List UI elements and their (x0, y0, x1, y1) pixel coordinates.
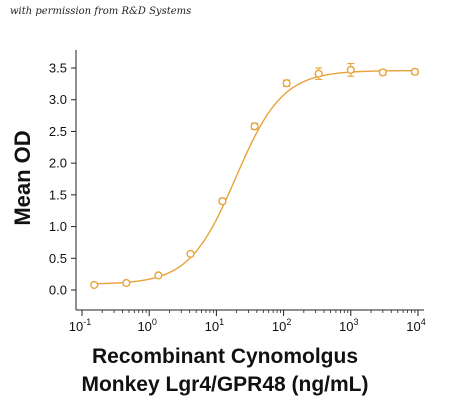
x-tick-label: 104 (406, 317, 425, 334)
fit-curve-layer (93, 69, 417, 285)
point-marker (90, 280, 99, 290)
y-axis-label: Mean OD (10, 130, 35, 225)
y-tick-label: 2.0 (49, 156, 67, 171)
x-axis-label-line1: Recombinant Cynomolgus (91, 345, 359, 368)
dose-response-chart: 0.0 0.5 1.0 1.5 2.0 2.5 3.0 3.5 10-1 100 101 102 103… (10, 50, 426, 335)
y-tick-label: 1.5 (49, 187, 67, 202)
point-marker (410, 67, 420, 76)
y-tick-label: 0.0 (49, 283, 67, 298)
point-marker (122, 278, 131, 288)
axes (75, 50, 424, 311)
x-tick-label: 100 (137, 317, 156, 334)
point-marker (250, 122, 259, 131)
x-tick-label: 103 (339, 317, 358, 334)
point-marker (282, 79, 291, 88)
x-axis-label-line2: Monkey Lgr4/GPR48 (ng/mL) (81, 373, 369, 396)
data-point (154, 271, 163, 280)
data-point (378, 68, 387, 77)
point-marker (154, 271, 163, 280)
x-tick-label: 101 (205, 317, 224, 334)
point-marker (346, 65, 355, 75)
y-tick-label: 2.5 (49, 124, 67, 139)
y-tick-label: 0.5 (49, 251, 67, 266)
data-points-layer (90, 63, 420, 290)
data-point (346, 63, 355, 77)
x-tick-label: 102 (272, 317, 291, 334)
y-tick-label: 3.5 (49, 61, 67, 76)
data-point (90, 280, 99, 290)
fit-curve (93, 69, 417, 285)
data-point (250, 122, 259, 131)
y-tick-label: 3.0 (49, 92, 67, 107)
point-marker (186, 249, 195, 258)
data-point (122, 278, 131, 288)
data-point (410, 67, 420, 76)
data-point (314, 67, 323, 80)
data-point (282, 79, 291, 88)
y-tick-label: 1.0 (49, 219, 67, 234)
point-marker (218, 197, 227, 206)
point-marker (314, 69, 323, 78)
x-tick-label: 10-1 (69, 317, 91, 334)
data-point (186, 249, 195, 258)
credit-text: with permission from R&D Systems (10, 6, 192, 17)
ticks: 0.0 0.5 1.0 1.5 2.0 2.5 3.0 3.5 10-1 100 101 102 103… (49, 61, 426, 335)
point-marker (378, 68, 387, 77)
data-point (218, 197, 227, 206)
